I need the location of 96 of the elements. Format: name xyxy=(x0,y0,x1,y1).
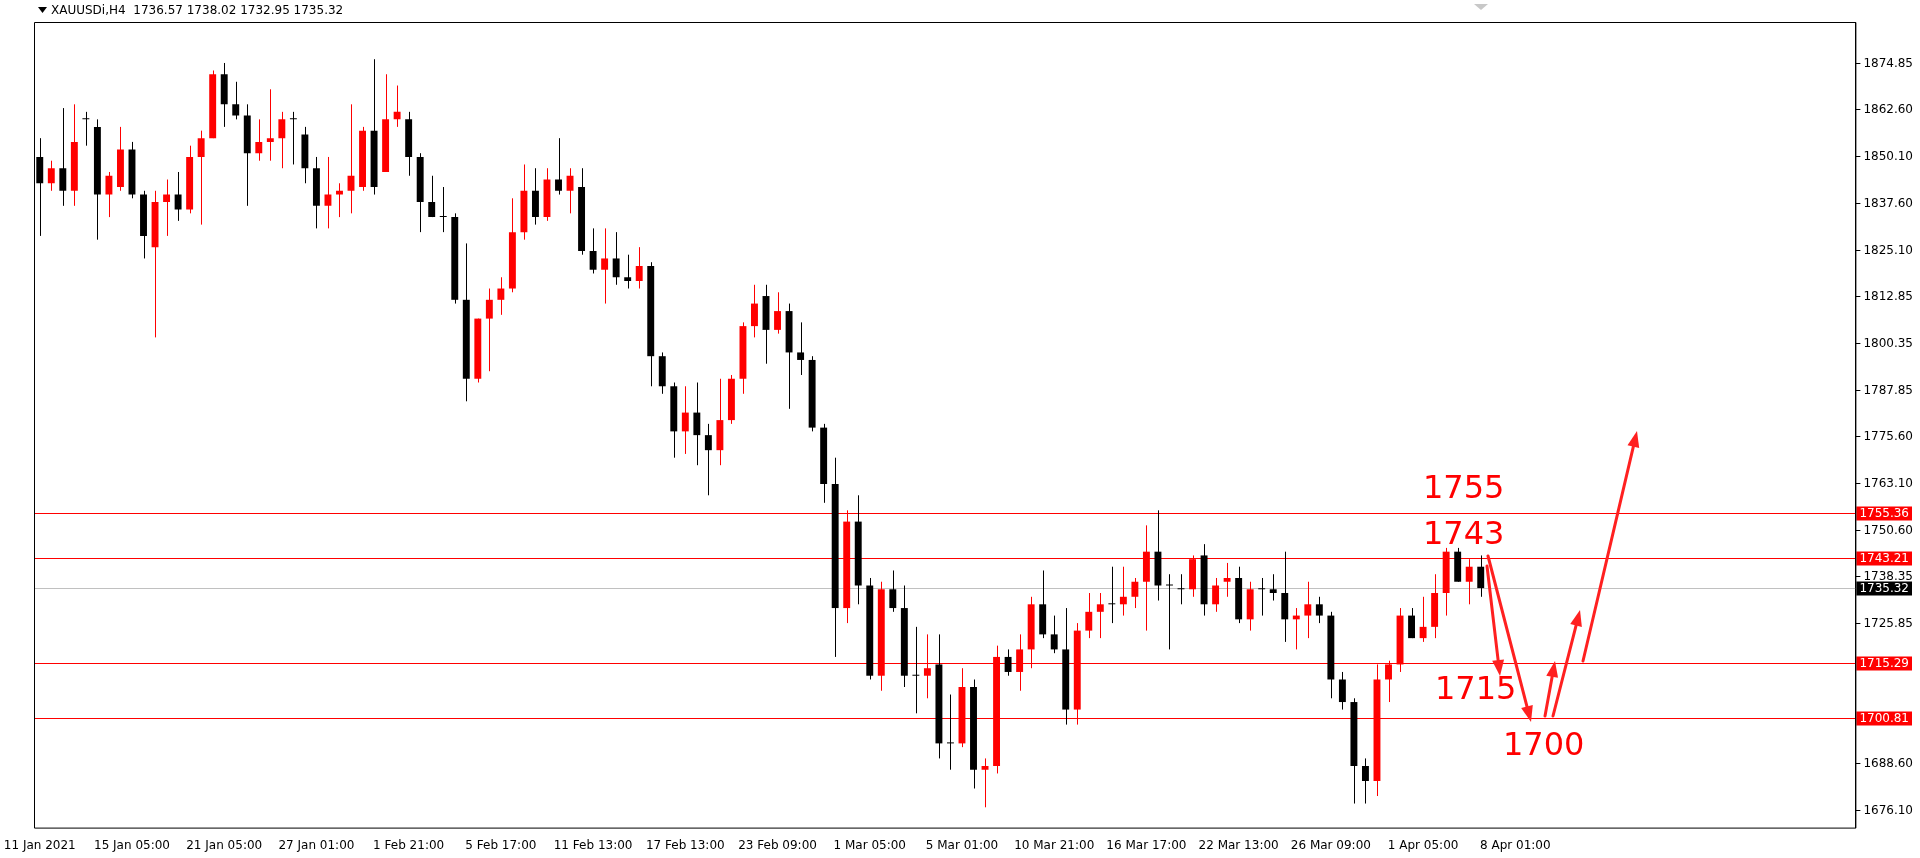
y-tick-label: 1800.35 xyxy=(1863,335,1913,350)
y-tick-label: 1837.60 xyxy=(1863,195,1913,210)
y-tick-label: 1763.10 xyxy=(1863,475,1913,490)
candlestick xyxy=(1119,566,1127,617)
ref-line-label: 1735.32 xyxy=(1859,580,1909,595)
ref-line-label: 1755.36 xyxy=(1859,505,1909,520)
candlestick xyxy=(1269,573,1277,602)
candlestick xyxy=(1050,615,1058,654)
y-tick-label: 1862.60 xyxy=(1863,101,1913,116)
candlestick xyxy=(774,291,781,335)
y-tick-label: 1688.60 xyxy=(1863,755,1913,770)
candlestick xyxy=(1338,671,1346,711)
x-tick-label: 1 Apr 05:00 xyxy=(1387,837,1459,852)
candlestick xyxy=(1131,577,1139,609)
candlestick xyxy=(497,276,505,316)
candlestick xyxy=(266,88,274,162)
x-tick-label: 8 Apr 01:00 xyxy=(1480,837,1551,852)
candlestick xyxy=(624,254,632,290)
candlestick xyxy=(1408,607,1416,639)
chart-title: XAUUSDi,H4 1736.57 1738.02 1732.95 1735.32 xyxy=(51,3,344,17)
candlestick xyxy=(797,321,805,376)
candlestick xyxy=(889,569,897,613)
candlestick xyxy=(1258,577,1266,617)
candlestick xyxy=(439,186,447,233)
x-tick-label: 11 Feb 13:00 xyxy=(553,837,633,852)
candlestick xyxy=(1304,581,1312,639)
x-tick-label: 5 Mar 01:00 xyxy=(925,837,999,852)
x-tick-label: 17 Feb 13:00 xyxy=(645,837,725,852)
x-tick-label: 23 Feb 09:00 xyxy=(738,837,817,852)
candlestick xyxy=(1477,554,1485,598)
candlestick xyxy=(428,175,436,218)
candlestick xyxy=(1166,573,1173,650)
candlestick xyxy=(59,107,67,207)
candlestick xyxy=(981,757,989,808)
candlestick xyxy=(47,160,55,192)
y-tick-label: 1787.85 xyxy=(1863,382,1913,397)
y-tick-label: 1725.85 xyxy=(1863,615,1913,630)
candlestick xyxy=(704,423,712,496)
ref-line-label: 1700.81 xyxy=(1859,710,1909,725)
candlestick xyxy=(589,227,597,274)
ref-line-label: 1715.29 xyxy=(1859,655,1909,670)
candlestick xyxy=(393,85,401,128)
candlestick xyxy=(1085,592,1093,639)
y-tick-label: 1874.85 xyxy=(1863,55,1913,70)
candlestick xyxy=(174,171,182,222)
x-tick-label: 5 Feb 17:00 xyxy=(465,837,537,852)
y-tick-label: 1812.85 xyxy=(1863,288,1913,303)
annotation: 1700 xyxy=(1503,725,1585,764)
x-tick-label: 15 Jan 05:00 xyxy=(93,837,170,852)
candlestick xyxy=(946,694,954,771)
candlestick xyxy=(612,231,620,286)
candlestick xyxy=(324,156,332,229)
candlestick xyxy=(163,179,171,237)
candlestick xyxy=(751,284,758,338)
candlestick xyxy=(693,382,701,466)
candlestick xyxy=(555,137,562,196)
y-tick-label: 1825.10 xyxy=(1863,242,1913,257)
y-tick-label: 1775.60 xyxy=(1863,428,1913,443)
annotation: 1715 xyxy=(1435,668,1517,707)
x-tick-label: 27 Jan 01:00 xyxy=(278,837,355,852)
candlestick xyxy=(1419,596,1427,643)
x-tick-label: 26 Mar 09:00 xyxy=(1290,837,1371,852)
candlestick xyxy=(1361,757,1369,805)
candlestick xyxy=(197,130,205,226)
candlestick xyxy=(289,111,297,165)
candlestick xyxy=(1108,566,1116,624)
x-tick-label: 10 Mar 21:00 xyxy=(1014,837,1095,852)
x-tick-label: 21 Jan 05:00 xyxy=(186,837,263,852)
candlestick xyxy=(635,246,643,290)
candlestick xyxy=(601,227,609,305)
candlestick xyxy=(1004,648,1012,677)
annotation: 1743 xyxy=(1423,513,1505,552)
candlestick xyxy=(912,626,920,714)
annotation: 1755 xyxy=(1423,468,1505,507)
candlestick xyxy=(1315,596,1323,624)
x-tick-label: 16 Mar 17:00 xyxy=(1106,837,1187,852)
x-tick-label: 11 Jan 2021 xyxy=(3,837,76,852)
candlestick xyxy=(1096,592,1104,639)
candlestick xyxy=(1212,577,1220,613)
candlestick xyxy=(255,118,263,162)
candlestick xyxy=(485,288,493,372)
candlestick xyxy=(1223,562,1231,598)
y-tick-label: 1738.35 xyxy=(1863,568,1913,583)
x-tick-label: 22 Mar 13:00 xyxy=(1198,837,1279,852)
x-tick-label: 1 Mar 05:00 xyxy=(833,837,907,852)
candlestick xyxy=(336,182,343,218)
candlestick xyxy=(232,81,240,120)
x-tick-label: 1 Feb 21:00 xyxy=(373,837,445,852)
ref-line-label: 1743.21 xyxy=(1859,550,1909,565)
y-tick-label: 1676.10 xyxy=(1863,802,1913,817)
candlestick xyxy=(278,111,286,169)
candlestick xyxy=(681,385,689,455)
y-tick-label: 1750.60 xyxy=(1863,522,1913,537)
y-tick-label: 1850.10 xyxy=(1863,148,1913,163)
candlestick xyxy=(82,111,90,147)
candlestick xyxy=(105,171,113,218)
